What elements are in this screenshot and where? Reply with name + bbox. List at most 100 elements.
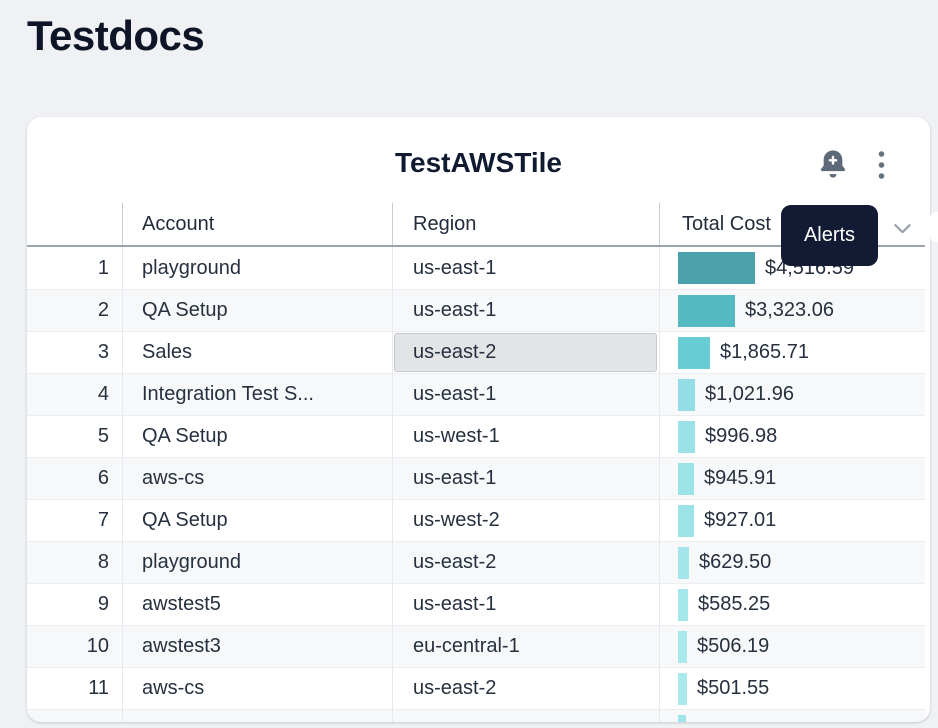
- cost-cell[interactable]: $585.25: [660, 584, 925, 625]
- table-row[interactable]: [27, 709, 925, 722]
- region-cell[interactable]: us-east-1: [393, 458, 660, 499]
- cost-bar: [678, 378, 695, 411]
- cost-bar: [678, 546, 689, 579]
- cost-cell[interactable]: $501.55: [660, 668, 925, 709]
- account-value: playground: [142, 551, 241, 573]
- region-value: us-east-1: [413, 299, 497, 321]
- table-row[interactable]: 7 QA Setup us-west-2 $927.01: [27, 499, 925, 541]
- region-cell[interactable]: us-east-1: [393, 374, 660, 415]
- cost-bar: [678, 504, 694, 537]
- cost-bar: [678, 630, 687, 663]
- cost-cell[interactable]: $996.98: [660, 416, 925, 457]
- region-cell[interactable]: us-east-1: [393, 584, 660, 625]
- account-cell[interactable]: awstest3: [123, 626, 393, 667]
- account-cell[interactable]: QA Setup: [123, 416, 393, 457]
- account-cell[interactable]: [123, 710, 393, 722]
- table-row[interactable]: 8 playground us-east-2 $629.50: [27, 541, 925, 583]
- region-value: eu-central-1: [413, 635, 520, 657]
- row-index-cell: 5: [27, 416, 123, 457]
- cost-value: $927.01: [704, 509, 777, 531]
- table-row[interactable]: 9 awstest5 us-east-1 $585.25: [27, 583, 925, 625]
- account-value: awstest3: [142, 635, 221, 657]
- region-cell[interactable]: us-east-1: [393, 290, 660, 331]
- row-index: 3: [97, 341, 109, 363]
- row-index-cell: 7: [27, 500, 123, 541]
- account-cell[interactable]: playground: [123, 542, 393, 583]
- account-cell[interactable]: awstest5: [123, 584, 393, 625]
- table-body: 1 playground us-east-1 $4,516.59 2 QA Se…: [27, 247, 925, 722]
- region-cell[interactable]: us-east-2: [393, 668, 660, 709]
- cost-value: $3,323.06: [745, 299, 834, 321]
- cost-value: $945.91: [704, 467, 777, 489]
- cost-cell[interactable]: [660, 710, 925, 722]
- column-header-total-cost[interactable]: Total Cost: [660, 203, 925, 245]
- card-menu-button[interactable]: [873, 150, 889, 183]
- alerts-tooltip: Alerts: [781, 205, 878, 266]
- region-cell[interactable]: us-east-2: [393, 542, 660, 583]
- region-cell[interactable]: us-east-2: [393, 332, 660, 373]
- cost-bar: [678, 714, 686, 722]
- card-title: TestAWSTile: [394, 147, 562, 178]
- row-index: 5: [97, 425, 109, 447]
- region-value: us-east-2: [413, 341, 497, 363]
- region-value: us-east-1: [413, 383, 497, 405]
- table-row[interactable]: 10 awstest3 eu-central-1 $506.19: [27, 625, 925, 667]
- cost-cell[interactable]: $1,865.71: [660, 332, 925, 373]
- table-row[interactable]: 11 aws-cs us-east-2 $501.55: [27, 667, 925, 709]
- region-cell[interactable]: us-west-1: [393, 416, 660, 457]
- region-cell[interactable]: us-west-2: [393, 500, 660, 541]
- column-header-row: Account Region Total Cost: [27, 203, 925, 247]
- cost-cell[interactable]: $506.19: [660, 626, 925, 667]
- table-row[interactable]: 6 aws-cs us-east-1 $945.91: [27, 457, 925, 499]
- cost-value: $585.25: [698, 593, 771, 615]
- region-value: us-west-1: [413, 425, 500, 447]
- add-alert-button[interactable]: [816, 146, 850, 184]
- region-value: us-east-1: [413, 593, 497, 615]
- account-value: QA Setup: [142, 425, 228, 447]
- account-cell[interactable]: QA Setup: [123, 290, 393, 331]
- account-cell[interactable]: Integration Test S...: [123, 374, 393, 415]
- cost-cell[interactable]: $927.01: [660, 500, 925, 541]
- region-cell[interactable]: us-east-1: [393, 247, 660, 289]
- region-cell[interactable]: [393, 710, 660, 722]
- cost-value: $506.19: [697, 635, 770, 657]
- column-header-region[interactable]: Region: [393, 203, 660, 245]
- account-cell[interactable]: aws-cs: [123, 668, 393, 709]
- table-row[interactable]: 5 QA Setup us-west-1 $996.98: [27, 415, 925, 457]
- chevron-down-icon[interactable]: [893, 218, 912, 241]
- account-value: playground: [142, 256, 241, 279]
- kebab-menu-icon: [877, 150, 886, 183]
- table-row[interactable]: 4 Integration Test S... us-east-1 $1,021…: [27, 373, 925, 415]
- cost-value: $996.98: [705, 425, 778, 447]
- row-index-cell: 8: [27, 542, 123, 583]
- account-value: QA Setup: [142, 509, 228, 531]
- cost-cell[interactable]: $3,323.06: [660, 290, 925, 331]
- region-value: us-east-2: [413, 551, 497, 573]
- cost-bar: [678, 588, 688, 621]
- account-value: Sales: [142, 341, 193, 363]
- row-index-cell: 1: [27, 247, 123, 289]
- account-cell[interactable]: playground: [123, 247, 393, 289]
- cost-cell[interactable]: $1,021.96: [660, 374, 925, 415]
- cost-cell[interactable]: $629.50: [660, 542, 925, 583]
- row-index: 8: [97, 551, 109, 573]
- region-value: us-west-2: [413, 509, 500, 531]
- table-row[interactable]: 3 Sales us-east-2 $1,865.71: [27, 331, 925, 373]
- right-edge-panel: [930, 212, 938, 242]
- cost-bar: [678, 672, 687, 705]
- cost-cell[interactable]: $945.91: [660, 458, 925, 499]
- column-header-account[interactable]: Account: [123, 203, 393, 245]
- cost-bar: [678, 462, 694, 495]
- table-row[interactable]: 2 QA Setup us-east-1 $3,323.06: [27, 289, 925, 331]
- alerts-tooltip-label: Alerts: [803, 224, 856, 246]
- account-value: aws-cs: [142, 467, 205, 489]
- account-cell[interactable]: aws-cs: [123, 458, 393, 499]
- row-index-cell: [27, 710, 123, 722]
- cost-bar: [678, 420, 695, 453]
- cost-bar: [678, 336, 710, 369]
- region-cell[interactable]: eu-central-1: [393, 626, 660, 667]
- account-cell[interactable]: Sales: [123, 332, 393, 373]
- account-cell[interactable]: QA Setup: [123, 500, 393, 541]
- row-index-cell: 10: [27, 626, 123, 667]
- row-index: 9: [97, 593, 109, 615]
